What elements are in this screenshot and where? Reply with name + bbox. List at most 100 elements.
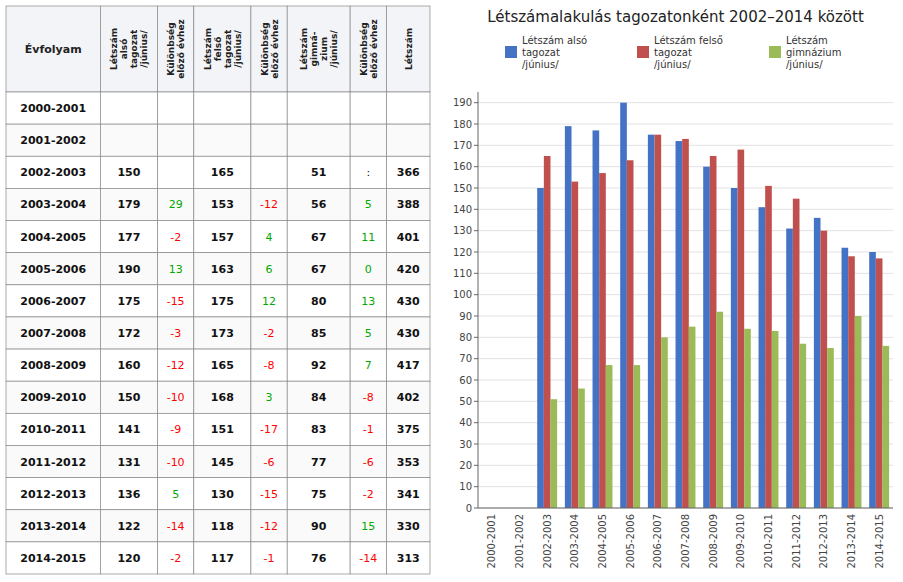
table-cell — [251, 92, 287, 124]
table-cell — [251, 285, 287, 317]
table-cell — [386, 221, 430, 253]
table-value: 430 — [397, 327, 420, 340]
table-value: 2001-2002 — [20, 134, 86, 147]
table-value: 150 — [117, 391, 140, 404]
table-value: 130 — [211, 488, 234, 501]
table-cell — [6, 478, 100, 510]
table-cell — [157, 317, 193, 349]
tick-label: 2014-2015 — [874, 514, 885, 569]
table-cell — [194, 285, 251, 317]
tick-mark — [474, 294, 478, 295]
table-cell — [194, 188, 251, 220]
bar — [814, 218, 821, 508]
table-cell — [251, 478, 287, 510]
table-value: 118 — [211, 520, 234, 533]
table-value: 84 — [311, 391, 327, 404]
tick-label: 2007-2008 — [680, 514, 691, 569]
table-header-cell — [194, 6, 251, 92]
table-value: 145 — [211, 456, 234, 469]
table-cell — [386, 156, 430, 188]
bar — [655, 135, 662, 508]
table-value: 2000-2001 — [20, 102, 86, 115]
bars — [537, 103, 889, 508]
table-value: -12 — [260, 198, 278, 211]
tick-label: 0 — [466, 503, 472, 514]
table-value: 120 — [117, 552, 140, 565]
bar — [848, 256, 855, 508]
tick-mark — [474, 401, 478, 402]
tick-label: 2001-2002 — [514, 514, 525, 569]
tick-mark — [474, 422, 478, 423]
bar — [578, 389, 585, 508]
table-value: 375 — [397, 423, 420, 436]
bar — [599, 173, 606, 508]
chart-title: Létszámalakulás tagozatonként 2002–2014 … — [487, 8, 864, 26]
table-value: 330 — [397, 520, 420, 533]
tick-label: 20 — [459, 460, 472, 471]
table-cell — [287, 381, 350, 413]
bar — [716, 312, 723, 508]
table-cell — [157, 478, 193, 510]
table-header: Létszámalsótagozat/június/ — [109, 28, 149, 70]
table-cell — [251, 188, 287, 220]
table-value: -15 — [260, 488, 278, 501]
tick-label: 90 — [459, 311, 472, 322]
table-cell — [6, 510, 100, 542]
table-cell — [194, 156, 251, 188]
table-cell — [386, 124, 430, 156]
table-header: Különbségelőző évhez — [166, 19, 186, 79]
tick-mark — [474, 124, 478, 125]
table-cell — [386, 510, 430, 542]
table-cell — [194, 381, 251, 413]
tick-label: 2008-2009 — [708, 514, 719, 569]
bar — [793, 199, 800, 508]
table-value: -1 — [264, 552, 275, 565]
table-cell — [6, 285, 100, 317]
table-value: : — [366, 166, 370, 179]
table-value: 430 — [397, 295, 420, 308]
table-value: -15 — [167, 295, 185, 308]
table-value: -14 — [167, 520, 185, 533]
grid-line — [478, 508, 893, 509]
table-cell — [194, 445, 251, 477]
table-cell — [157, 413, 193, 445]
table-cell — [287, 124, 350, 156]
table-value: 56 — [311, 198, 327, 211]
table-value: 2008-2009 — [20, 359, 86, 372]
table-cell — [386, 188, 430, 220]
table-cell — [194, 92, 251, 124]
table-cell — [386, 253, 430, 285]
table-value: 136 — [117, 488, 140, 501]
bar — [731, 188, 738, 508]
table-cell — [6, 92, 100, 124]
bar — [744, 329, 751, 508]
table-cell — [6, 542, 100, 574]
table-value: 366 — [397, 166, 420, 179]
table-cell — [100, 381, 157, 413]
table-cell — [157, 285, 193, 317]
table-header: Különbségelőző évhez — [359, 19, 379, 79]
table-cell — [350, 478, 386, 510]
tick-label: 110 — [453, 268, 472, 279]
table-value: 163 — [211, 263, 234, 276]
tick-label: 150 — [453, 183, 472, 194]
tick-label: 100 — [453, 289, 472, 300]
table-value: 165 — [211, 166, 234, 179]
table-value: 179 — [117, 198, 140, 211]
tick-label: 40 — [459, 417, 472, 428]
legend-swatch — [505, 46, 517, 58]
bar — [869, 252, 876, 508]
table-cell — [100, 349, 157, 381]
table-cell — [100, 445, 157, 477]
table-cell — [100, 510, 157, 542]
table-value: 51 — [311, 166, 326, 179]
bar — [593, 130, 600, 508]
tick-mark — [474, 230, 478, 231]
tick-label: 2011-2012 — [791, 514, 802, 569]
table-cell — [386, 381, 430, 413]
table-cell — [287, 478, 350, 510]
table-cell — [157, 445, 193, 477]
table-value: 13 — [169, 263, 183, 276]
tick-label: 140 — [453, 204, 472, 215]
table-value: 2004-2005 — [20, 231, 86, 244]
